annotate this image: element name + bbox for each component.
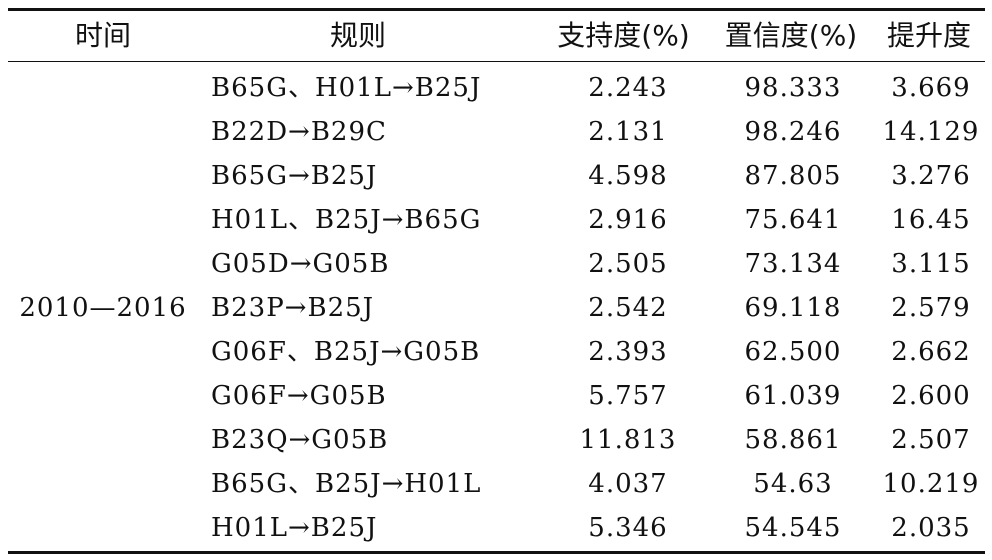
support-cell: 2.505: [588, 249, 668, 279]
confidence-cell: 98.333: [744, 73, 842, 103]
table-row: B22D→B29C 2.131 98.246 14.129: [8, 110, 985, 154]
support-cell: 5.757: [588, 381, 668, 411]
lift-cell: 10.219: [882, 469, 980, 499]
confidence-cell: 58.861: [744, 425, 842, 455]
support-cell: 2.243: [588, 73, 668, 103]
confidence-cell: 87.805: [744, 161, 842, 191]
confidence-cell: 73.134: [744, 249, 842, 279]
header-time: 时间: [74, 19, 131, 52]
lift-cell: 2.579: [891, 293, 971, 323]
lift-cell: 2.662: [891, 337, 971, 367]
table-row: B65G、B25J→H01L 4.037 54.63 10.219: [8, 462, 985, 506]
confidence-cell: 75.641: [744, 205, 842, 235]
rule-cell: G06F、B25J→G05B: [211, 337, 481, 367]
header-lift: 提升度: [886, 19, 971, 52]
confidence-cell: 69.118: [744, 293, 842, 323]
period-cell: 2010—2016: [19, 293, 187, 323]
lift-cell: 2.507: [891, 425, 971, 455]
rule-cell: B65G、B25J→H01L: [211, 469, 482, 499]
rule-cell: B22D→B29C: [211, 117, 387, 147]
rule-cell: B65G、H01L→B25J: [211, 73, 482, 103]
header-confidence: 置信度(%): [724, 19, 858, 52]
table-row: B23P→B25J 2.542 69.118 2.579: [8, 286, 985, 330]
table-row: B65G→B25J 4.598 87.805 3.276: [8, 154, 985, 198]
support-cell: 2.916: [588, 205, 668, 235]
support-cell: 5.346: [588, 513, 668, 543]
table-header-row: 时间 规则 支持度(%) 置信度(%) 提升度: [8, 11, 985, 61]
header-rule: 规则: [329, 19, 386, 52]
table-row: B23Q→G05B 11.813 58.861 2.507: [8, 418, 985, 462]
table-top-rule: [8, 8, 985, 11]
support-cell: 2.131: [588, 117, 668, 147]
table-row: G06F→G05B 5.757 61.039 2.600: [8, 374, 985, 418]
table-row: H01L→B25J 5.346 54.545 2.035: [8, 506, 985, 550]
rule-cell: G06F→G05B: [211, 381, 387, 411]
table-row: H01L、B25J→B65G 2.916 75.641 16.45: [8, 198, 985, 242]
confidence-cell: 62.500: [744, 337, 842, 367]
confidence-cell: 54.545: [744, 513, 842, 543]
lift-cell: 16.45: [891, 205, 971, 235]
confidence-cell: 54.63: [753, 469, 833, 499]
rule-cell: G05D→G05B: [211, 249, 390, 279]
support-cell: 2.393: [588, 337, 668, 367]
rule-cell: B23P→B25J: [211, 293, 375, 323]
support-cell: 2.542: [588, 293, 668, 323]
rule-cell: H01L→B25J: [211, 513, 378, 543]
lift-cell: 2.035: [891, 513, 971, 543]
association-rules-table: 时间 规则 支持度(%) 置信度(%) 提升度 2010—2016 B65G、H…: [8, 8, 985, 554]
confidence-cell: 61.039: [744, 381, 842, 411]
confidence-cell: 98.246: [744, 117, 842, 147]
header-support: 支持度(%): [557, 19, 690, 52]
support-cell: 11.813: [579, 425, 677, 455]
rule-cell: B23Q→G05B: [211, 425, 389, 455]
table-header-rule: [8, 61, 985, 62]
support-cell: 4.598: [588, 161, 668, 191]
table-row: G06F、B25J→G05B 2.393 62.500 2.662: [8, 330, 985, 374]
lift-cell: 3.276: [891, 161, 971, 191]
table-row: G05D→G05B 2.505 73.134 3.115: [8, 242, 985, 286]
lift-cell: 3.115: [891, 249, 971, 279]
rule-cell: H01L、B25J→B65G: [211, 205, 482, 235]
table-bottom-rule: [8, 551, 985, 554]
lift-cell: 3.669: [891, 73, 971, 103]
support-cell: 4.037: [588, 469, 668, 499]
rule-cell: B65G→B25J: [211, 161, 378, 191]
lift-cell: 2.600: [891, 381, 971, 411]
lift-cell: 14.129: [882, 117, 980, 147]
table-row: B65G、H01L→B25J 2.243 98.333 3.669: [8, 66, 985, 110]
